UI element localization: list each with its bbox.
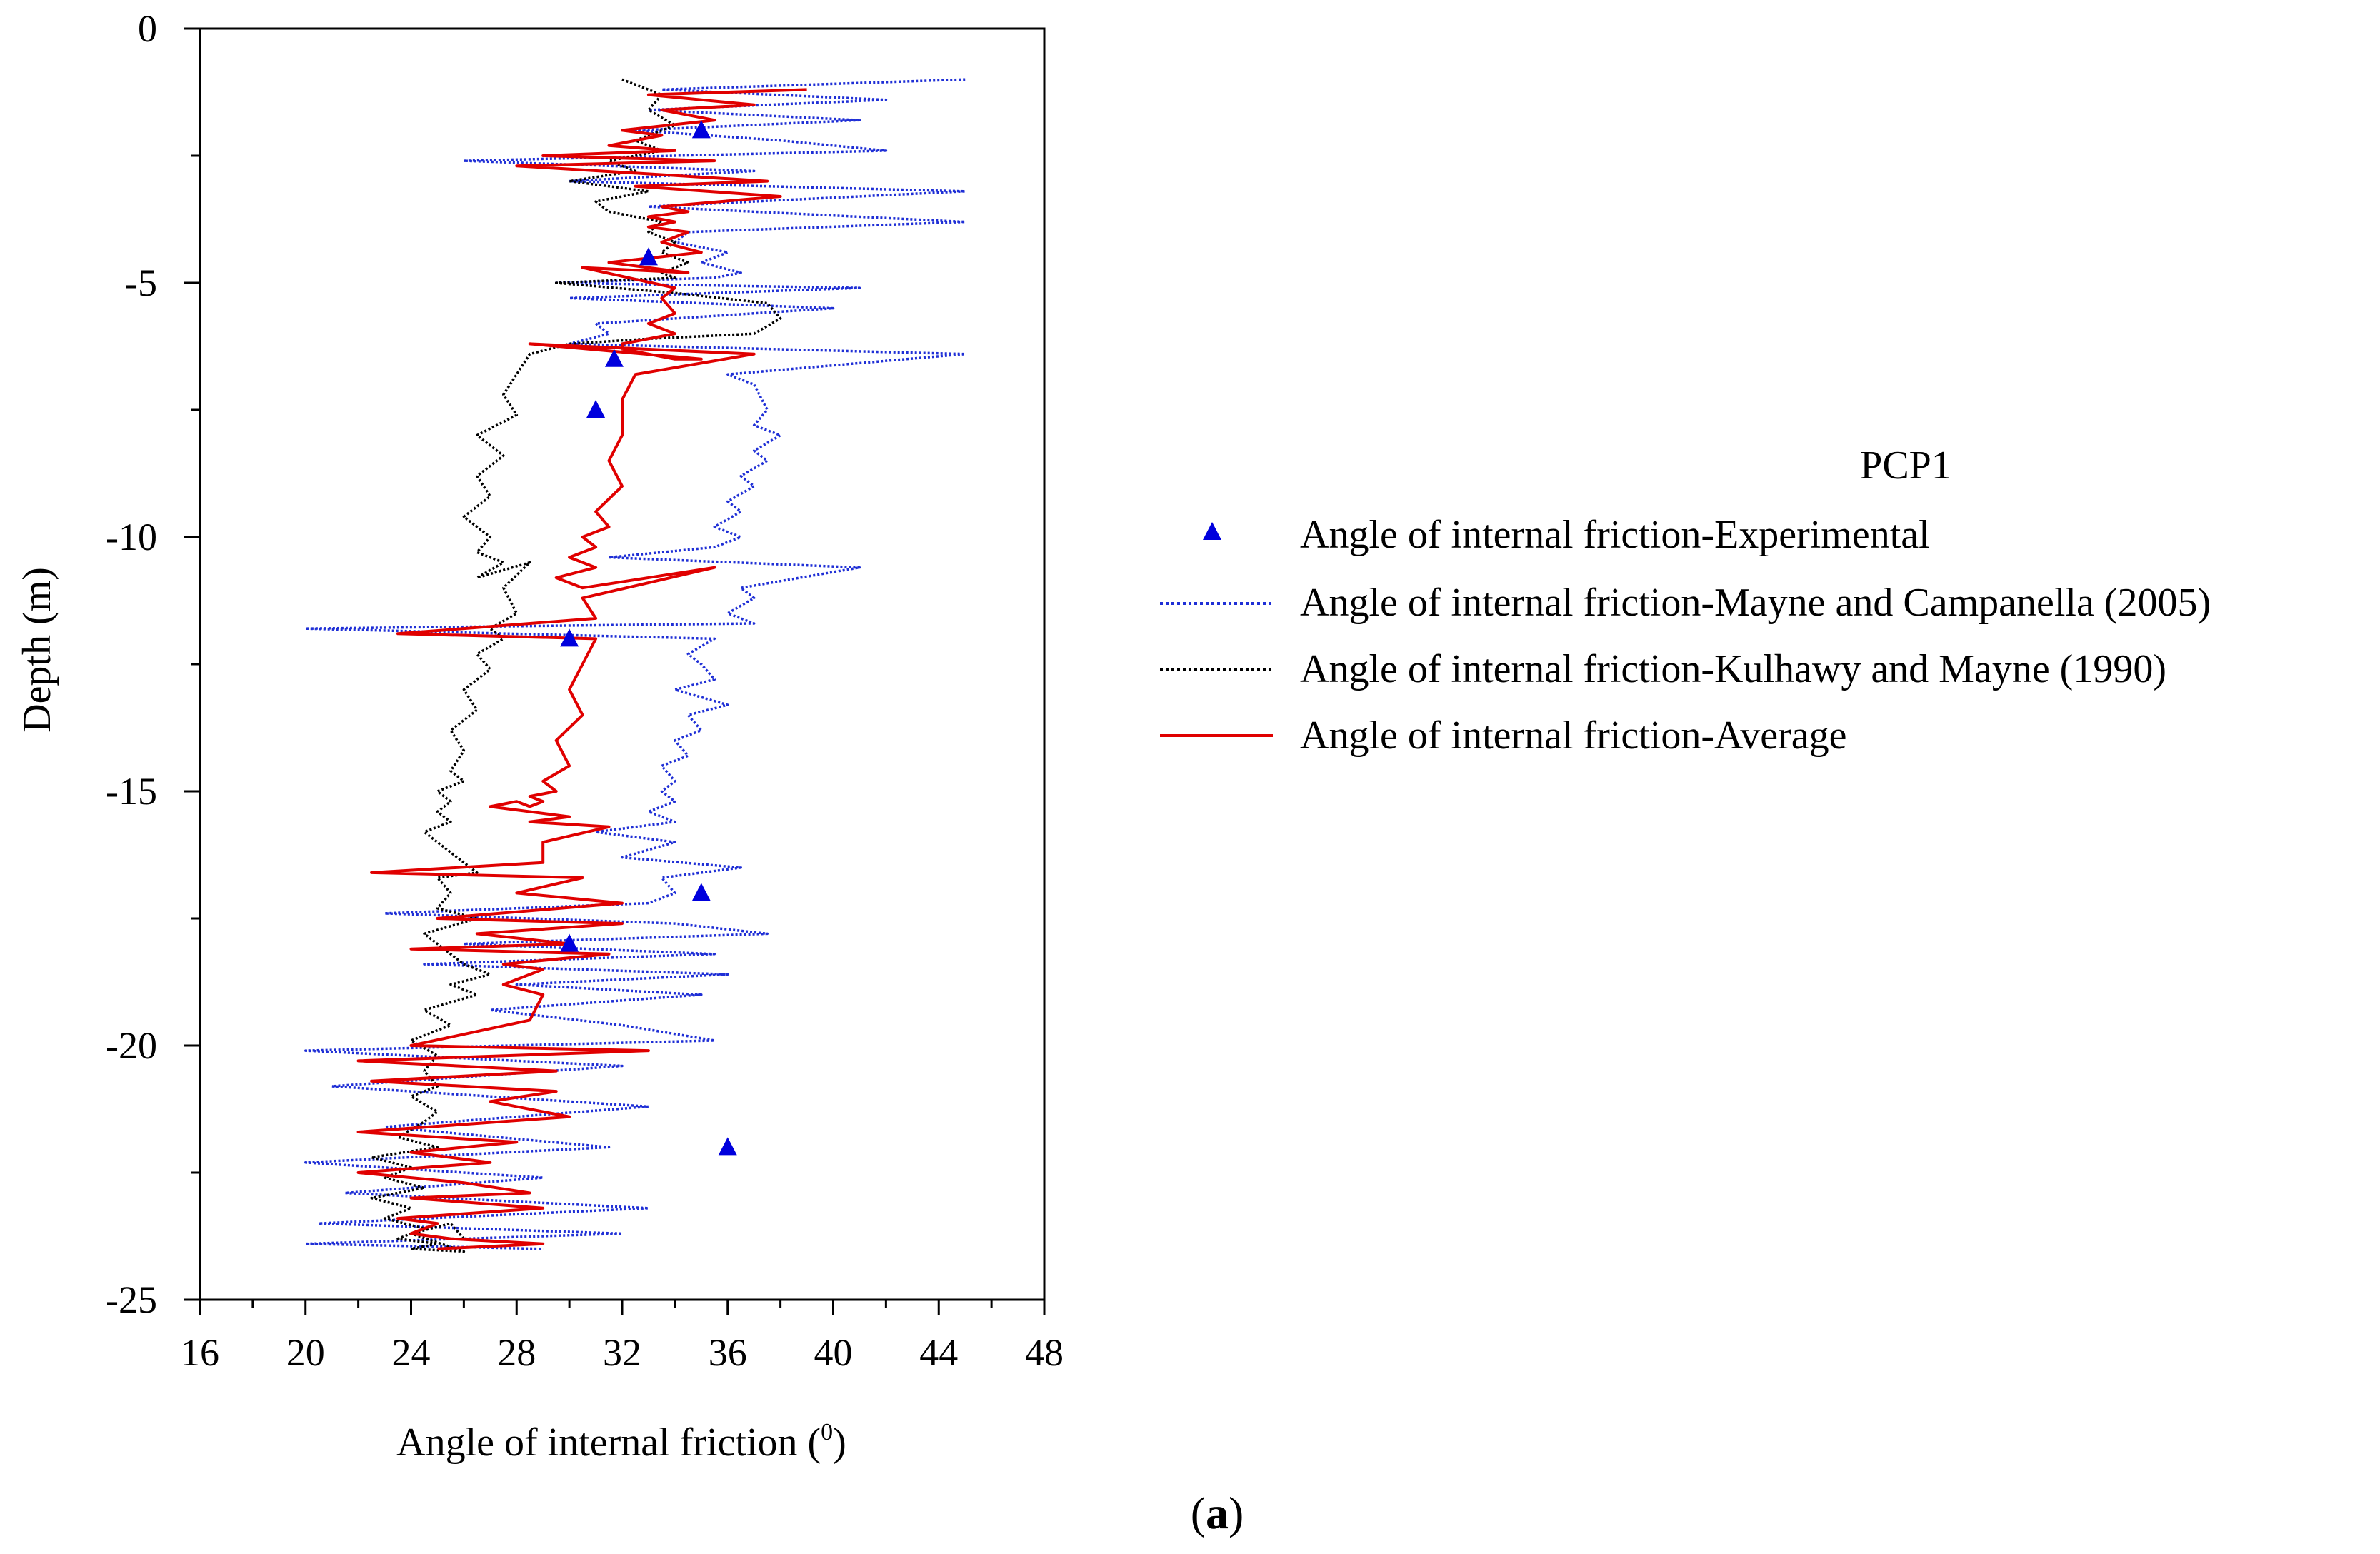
x-tick-label: 32 (603, 1331, 641, 1374)
x-axis-label: Angle of internal friction (0) (396, 1419, 846, 1465)
y-tick-label: -10 (106, 516, 157, 558)
y-tick-label: -5 (125, 261, 157, 304)
data-point-experimental (718, 1137, 737, 1156)
legend-label-experimental: Angle of internal friction-Experimental (1300, 513, 1930, 557)
x-tick-label: 48 (1025, 1331, 1064, 1374)
legend-marker-experimental (1203, 522, 1221, 540)
tick-labels: 16 20 24 28 32 36 40 44 48 0 -5 -10 -15 -20 -25 (106, 7, 1064, 1374)
x-axis-label-superscript: 0 (821, 1419, 833, 1445)
panel-label-close: ) (1229, 1488, 1244, 1538)
y-tick-label: 0 (138, 7, 157, 50)
x-tick-label: 44 (919, 1331, 958, 1374)
data-point-experimental (639, 247, 658, 266)
series-layer (304, 78, 966, 1253)
series-line-mayne-campanella (304, 78, 966, 1250)
legend: PCP1 Angle of internal friction-Experime… (1160, 443, 2211, 758)
data-point-experimental (604, 349, 624, 367)
data-point-experimental (560, 628, 579, 647)
y-tick-label: -15 (106, 770, 157, 813)
x-axis-label-close: ) (833, 1420, 846, 1465)
panel-label: (a) (1191, 1488, 1244, 1538)
legend-label-kulhawy: Angle of internal friction-Kulhawy and M… (1300, 647, 2166, 691)
x-tick-label: 28 (497, 1331, 536, 1374)
axis-ticks (184, 27, 1046, 1315)
x-tick-label: 36 (709, 1331, 747, 1374)
x-tick-label: 20 (286, 1331, 325, 1374)
legend-label-mayne: Angle of internal friction-Mayne and Cam… (1300, 581, 2211, 625)
x-tick-label: 16 (181, 1331, 219, 1374)
data-point-experimental (691, 120, 711, 139)
legend-title: PCP1 (1860, 443, 1951, 488)
y-axis-label: Depth (m) (15, 567, 59, 733)
data-point-experimental (560, 933, 579, 952)
data-point-experimental (586, 400, 606, 418)
x-tick-label: 40 (814, 1331, 853, 1374)
y-tick-label: -25 (106, 1278, 157, 1321)
panel-label-letter: a (1206, 1488, 1229, 1538)
y-tick-label: -20 (106, 1024, 157, 1067)
data-point-experimental (691, 883, 711, 901)
series-line-average (356, 88, 807, 1250)
legend-label-average: Angle of internal friction-Average (1300, 713, 1847, 758)
x-tick-label: 24 (392, 1331, 431, 1374)
